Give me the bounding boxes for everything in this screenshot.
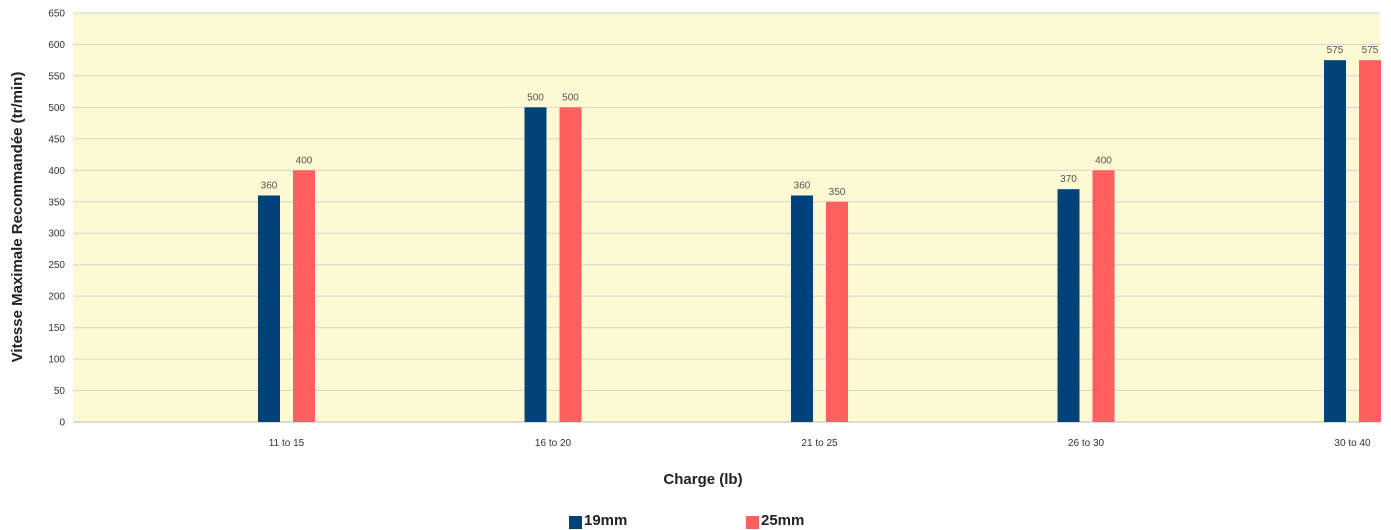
data-label-25mm-30-to-40: 575	[1362, 45, 1379, 56]
gridlines	[73, 12, 1380, 423]
bar-25mm-16-to-20	[559, 107, 582, 422]
plot-background	[73, 13, 1380, 422]
y-tick-0: 0	[59, 418, 65, 429]
bar-19mm-21-to-25	[791, 195, 813, 422]
legend-swatch-19mm	[569, 515, 582, 529]
data-label-19mm-16-to-20: 500	[527, 92, 544, 103]
data-label-25mm-21-to-25: 350	[829, 187, 846, 198]
y-tick-300: 300	[48, 229, 65, 240]
y-tick-350: 350	[48, 197, 65, 208]
y-axis-title: Vitesse Maximale Recommandée (tr/min)	[9, 72, 26, 363]
data-labels: 360 400 500 500 360 350 370 400 575 575	[261, 45, 1379, 198]
y-tick-450: 450	[48, 134, 65, 145]
legend-item-25mm: 25mm	[746, 512, 804, 529]
bars	[258, 60, 1381, 422]
bar-19mm-26-to-30	[1057, 189, 1080, 422]
y-tick-550: 550	[48, 71, 65, 82]
bar-25mm-21-to-25	[826, 201, 848, 422]
x-axis-title: Charge (lb)	[663, 471, 742, 488]
legend-item-19mm: 19mm	[569, 512, 627, 529]
x-axis-ticks: 11 to 15 16 to 20 21 to 25 26 to 30 30 to 40	[269, 438, 1371, 449]
x-tick-11-to-15: 11 to 15	[269, 438, 305, 449]
y-tick-400: 400	[48, 166, 65, 177]
bar-19mm-30-to-40	[1324, 60, 1346, 422]
legend-swatch-25mm	[746, 515, 759, 529]
x-tick-21-to-25: 21 to 25	[801, 438, 838, 449]
data-label-25mm-11-to-15: 400	[296, 155, 313, 166]
legend-label-25mm: 25mm	[761, 512, 805, 529]
y-tick-150: 150	[48, 323, 65, 334]
legend: 19mm 25mm	[0, 512, 1391, 530]
y-tick-500: 500	[48, 103, 65, 114]
data-label-19mm-30-to-40: 575	[1327, 45, 1344, 56]
bar-25mm-26-to-30	[1092, 170, 1115, 422]
x-tick-30-to-40: 30 to 40	[1334, 438, 1371, 449]
y-tick-250: 250	[48, 260, 65, 271]
x-tick-26-to-30: 26 to 30	[1068, 438, 1105, 449]
y-tick-100: 100	[48, 355, 65, 366]
y-tick-200: 200	[48, 292, 65, 303]
bar-19mm-11-to-15	[258, 195, 280, 422]
bar-chart: 050100150200250300350400450500550600650 …	[9, 9, 1381, 488]
data-label-19mm-21-to-25: 360	[794, 180, 811, 191]
x-tick-16-to-20: 16 to 20	[535, 438, 572, 449]
bar-19mm-16-to-20	[524, 107, 547, 422]
y-tick-600: 600	[48, 40, 65, 51]
y-tick-650: 650	[48, 9, 65, 20]
bar-25mm-30-to-40	[1359, 60, 1381, 422]
data-label-25mm-26-to-30: 400	[1095, 155, 1112, 166]
data-label-19mm-26-to-30: 370	[1060, 174, 1077, 185]
y-tick-50: 50	[54, 386, 66, 397]
y-axis-ticks: 0 50 100 150 200 250 300 350 400 450 500 550 600 650	[48, 9, 65, 429]
plot-area	[73, 13, 1380, 422]
data-label-19mm-11-to-15: 360	[261, 180, 278, 191]
data-label-25mm-16-to-20: 500	[562, 92, 579, 103]
legend-label-19mm: 19mm	[584, 512, 628, 529]
bar-25mm-11-to-15	[293, 170, 315, 422]
